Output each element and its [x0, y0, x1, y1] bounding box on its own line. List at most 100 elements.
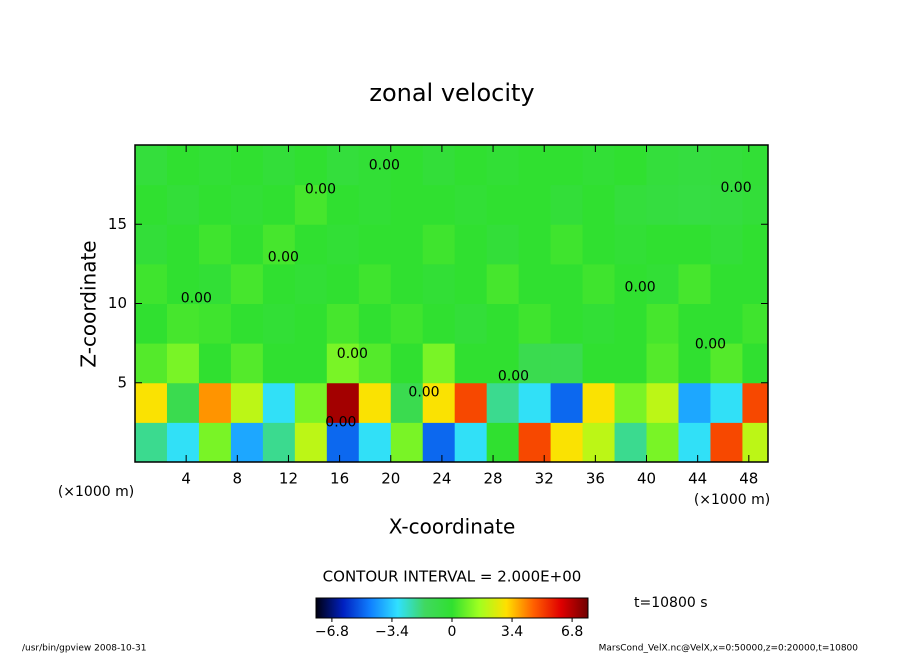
contour-interval: CONTOUR INTERVAL = 2.000E+00	[323, 568, 582, 586]
heat-cell	[550, 343, 584, 384]
heat-cell	[262, 184, 296, 225]
x-tick-label: 4	[181, 470, 191, 488]
x-unit: (×1000 m)	[694, 492, 770, 508]
heat-cell	[710, 184, 743, 225]
heat-cell	[678, 343, 711, 384]
heat-cell	[198, 343, 232, 384]
heat-cell	[166, 145, 200, 186]
heat-cell	[518, 145, 552, 186]
heat-cell	[358, 303, 392, 344]
heat-cell	[422, 224, 456, 265]
footer-left: /usr/bin/gpview 2008-10-31	[22, 644, 146, 654]
heat-cell	[646, 184, 679, 225]
heat-cell	[326, 382, 360, 423]
heat-cell	[166, 263, 200, 304]
contour-label: 0.00	[181, 291, 212, 307]
heat-cell	[454, 343, 488, 384]
heat-cell	[326, 224, 360, 265]
heat-cell	[262, 263, 296, 304]
heat-cell	[486, 343, 520, 384]
heat-cell	[646, 382, 679, 423]
heat-cell	[135, 184, 168, 225]
heat-cell	[486, 224, 520, 265]
heat-cell	[550, 184, 584, 225]
heat-cell	[614, 145, 648, 186]
heat-cell	[262, 343, 296, 384]
heat-cell	[678, 145, 711, 186]
heat-cell	[390, 145, 424, 186]
heat-cell	[230, 382, 264, 423]
heat-cell	[166, 343, 200, 384]
colorbar-tick-label: 3.4	[501, 624, 523, 640]
heat-cell	[166, 224, 200, 265]
y-unit: (×1000 m)	[58, 484, 134, 500]
heat-cell	[358, 263, 392, 304]
heat-cell	[294, 382, 328, 423]
x-tick-label: 48	[739, 470, 758, 488]
heat-cell	[454, 303, 488, 344]
contour-label: 0.00	[325, 414, 356, 430]
heat-cell	[135, 263, 168, 304]
heat-cell	[198, 382, 232, 423]
chart-title: zonal velocity	[369, 79, 534, 107]
y-axis-label: Z-coordinate	[77, 240, 101, 367]
colorbar-tick-label: −3.4	[375, 624, 409, 640]
x-tick-label: 28	[484, 470, 503, 488]
heat-cell	[550, 263, 584, 304]
heat-cell	[230, 343, 264, 384]
x-tick-label: 40	[637, 470, 656, 488]
heat-cell	[326, 184, 360, 225]
heat-cell	[646, 343, 679, 384]
heat-cell	[454, 224, 488, 265]
heat-cell	[742, 382, 768, 423]
heat-cell	[294, 184, 328, 225]
heat-cell	[390, 343, 424, 384]
heat-cell	[294, 303, 328, 344]
heat-cell	[614, 224, 648, 265]
heat-cell	[646, 263, 679, 304]
heat-cell	[614, 184, 648, 225]
heat-cell	[390, 303, 424, 344]
heat-cell	[742, 184, 768, 225]
heat-cell	[454, 263, 488, 304]
heat-cell	[614, 343, 648, 384]
heat-cell	[518, 224, 552, 265]
heat-cell	[326, 263, 360, 304]
heat-cell	[742, 145, 768, 186]
heat-cell	[135, 145, 168, 186]
heat-cell	[166, 303, 200, 344]
heat-cell	[710, 382, 743, 423]
heat-cell	[486, 382, 520, 423]
x-tick-label: 32	[535, 470, 554, 488]
x-tick-label: 36	[586, 470, 605, 488]
heat-cell	[518, 184, 552, 225]
heat-cell	[135, 422, 168, 462]
heat-cell	[422, 422, 456, 462]
contour-label: 0.00	[268, 250, 299, 266]
x-tick-label: 8	[233, 470, 243, 488]
y-tick-label: 5	[117, 373, 127, 391]
heat-cell	[550, 422, 584, 462]
heat-cell	[135, 343, 168, 384]
heat-cell	[550, 303, 584, 344]
contour-label: 0.00	[695, 337, 726, 353]
heat-cell	[326, 422, 360, 462]
heat-cell	[358, 422, 392, 462]
heat-cell	[358, 184, 392, 225]
heat-cell	[422, 303, 456, 344]
heat-cell	[262, 145, 296, 186]
heat-cell	[614, 263, 648, 304]
heat-cell	[486, 303, 520, 344]
colorbar-tick-label: 6.8	[561, 624, 583, 640]
heat-cell	[710, 263, 743, 304]
heat-cell	[135, 224, 168, 265]
heat-cell	[582, 422, 616, 462]
heat-cell	[454, 382, 488, 423]
contour-label: 0.00	[625, 280, 656, 296]
heat-cell	[582, 145, 616, 186]
heat-cell	[294, 422, 328, 462]
heat-cell	[198, 224, 232, 265]
heat-cell	[614, 382, 648, 423]
heat-cell	[742, 263, 768, 304]
heat-cell	[678, 263, 711, 304]
